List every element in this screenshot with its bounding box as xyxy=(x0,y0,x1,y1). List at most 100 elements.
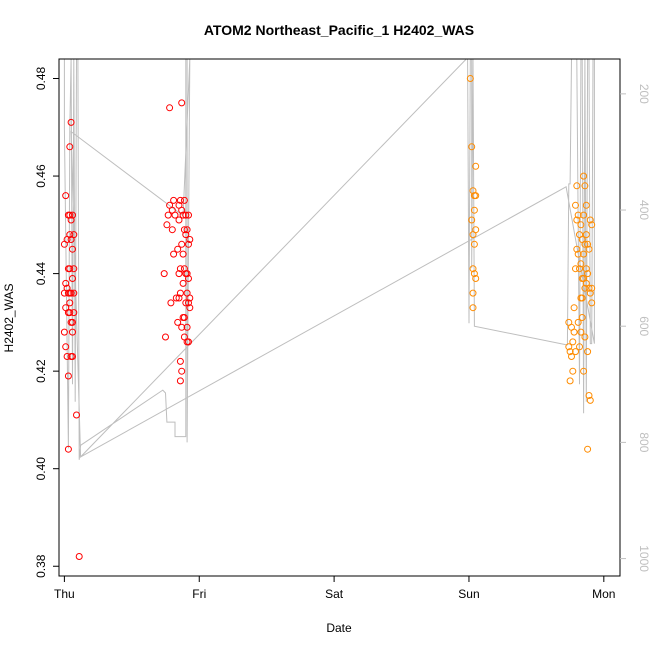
data-point-series-1 xyxy=(178,99,186,107)
data-point-series-2 xyxy=(470,240,478,248)
data-point-series-2 xyxy=(574,250,582,258)
data-point-series-1 xyxy=(175,270,183,278)
y2-tick-label: 600 xyxy=(637,316,650,336)
data-point-series-2 xyxy=(466,75,474,82)
data-point-series-2 xyxy=(581,182,589,190)
data-point-series-1 xyxy=(67,289,75,297)
y2-tick-label: 1000 xyxy=(637,545,650,572)
data-point-series-2 xyxy=(470,206,478,214)
data-point-series-1 xyxy=(62,343,70,351)
data-point-series-2 xyxy=(584,445,592,453)
data-point-series-1 xyxy=(185,338,192,346)
y-axis-right: 200 400 600 800 1000 xyxy=(620,84,650,572)
data-point-series-1 xyxy=(67,216,75,224)
data-point-series-2 xyxy=(577,221,585,229)
data-point-series-1 xyxy=(69,245,76,253)
data-point-series-1 xyxy=(176,289,184,297)
plot-frame xyxy=(58,58,621,577)
data-point-series-2 xyxy=(566,348,574,356)
altitude-line-layer xyxy=(63,58,595,460)
y-tick-label: 0.46 xyxy=(34,164,48,188)
data-point-series-1 xyxy=(75,553,83,560)
data-point-series-1 xyxy=(179,211,187,219)
data-point-series-1 xyxy=(64,372,72,380)
data-points-layer xyxy=(60,75,596,560)
data-point-series-1 xyxy=(62,279,70,287)
data-point-series-2 xyxy=(472,275,480,282)
data-point-series-1 xyxy=(178,367,186,375)
data-point-series-2 xyxy=(568,353,575,360)
data-point-series-1 xyxy=(66,143,74,151)
data-point-series-2 xyxy=(578,294,586,302)
data-point-series-1 xyxy=(170,196,178,204)
data-point-series-2 xyxy=(580,367,588,375)
data-point-series-1 xyxy=(67,118,75,126)
data-point-series-2 xyxy=(580,172,588,180)
data-point-series-2 xyxy=(573,216,581,224)
data-point-series-2 xyxy=(578,314,586,321)
data-point-series-2 xyxy=(566,377,574,385)
data-point-series-2 xyxy=(582,265,590,273)
data-point-series-1 xyxy=(167,299,175,307)
data-point-series-1 xyxy=(69,211,76,219)
y-axis-left: 0.38 0.40 0.42 0.44 0.46 0.48 xyxy=(34,67,59,578)
data-point-series-2 xyxy=(574,318,582,326)
y2-tick-label: 800 xyxy=(637,432,650,452)
data-point-series-2 xyxy=(565,343,573,351)
data-point-series-1 xyxy=(62,192,70,200)
data-point-series-1 xyxy=(183,226,191,234)
y-tick-label: 0.48 xyxy=(34,67,48,91)
data-point-series-1 xyxy=(179,250,187,258)
data-point-series-2 xyxy=(572,348,579,356)
data-point-series-2 xyxy=(572,201,579,209)
x-axis: Thu Fri Sat Sun Mon xyxy=(54,575,615,601)
data-point-series-2 xyxy=(588,221,596,229)
data-point-series-1 xyxy=(66,211,74,219)
data-point-series-2 xyxy=(586,289,594,297)
data-point-series-1 xyxy=(70,265,78,273)
data-point-series-2 xyxy=(586,396,594,404)
data-point-series-1 xyxy=(186,294,194,302)
data-point-series-2 xyxy=(573,182,581,190)
y2-tick-label: 400 xyxy=(637,200,650,220)
data-point-series-1 xyxy=(182,211,190,219)
data-point-series-1 xyxy=(66,299,74,307)
data-point-series-2 xyxy=(582,201,590,209)
data-point-series-1 xyxy=(175,294,183,302)
data-point-series-1 xyxy=(180,226,188,234)
data-point-series-1 xyxy=(164,211,172,219)
data-point-series-2 xyxy=(468,216,476,224)
y-tick-label: 0.38 xyxy=(34,554,48,578)
data-point-series-1 xyxy=(64,445,72,453)
data-point-series-1 xyxy=(175,216,183,224)
data-point-series-2 xyxy=(569,367,577,375)
y-tick-label: 0.40 xyxy=(34,457,48,481)
data-point-series-1 xyxy=(185,275,192,282)
data-point-series-1 xyxy=(66,265,74,273)
data-point-series-1 xyxy=(182,299,190,307)
data-point-series-2 xyxy=(581,240,589,248)
data-point-series-2 xyxy=(472,192,480,200)
x-tick-label: Thu xyxy=(54,587,75,601)
data-point-series-1 xyxy=(66,231,74,239)
data-point-series-2 xyxy=(580,211,588,219)
data-point-series-1 xyxy=(73,411,80,419)
data-point-series-1 xyxy=(166,104,174,112)
data-point-series-2 xyxy=(581,284,589,292)
data-point-series-1 xyxy=(176,265,184,273)
data-point-series-2 xyxy=(472,162,480,170)
data-point-series-2 xyxy=(582,231,590,239)
data-point-series-1 xyxy=(186,304,194,312)
data-point-series-1 xyxy=(178,240,186,248)
altitude-line xyxy=(63,58,595,460)
data-point-series-1 xyxy=(63,353,71,360)
y-tick-label: 0.42 xyxy=(34,359,48,383)
data-point-series-2 xyxy=(584,348,592,356)
data-point-series-1 xyxy=(163,221,171,229)
data-point-series-1 xyxy=(179,279,187,287)
data-point-series-1 xyxy=(168,226,176,234)
data-point-series-1 xyxy=(70,231,78,239)
data-point-series-2 xyxy=(586,216,594,224)
x-tick-label: Sun xyxy=(458,587,479,601)
